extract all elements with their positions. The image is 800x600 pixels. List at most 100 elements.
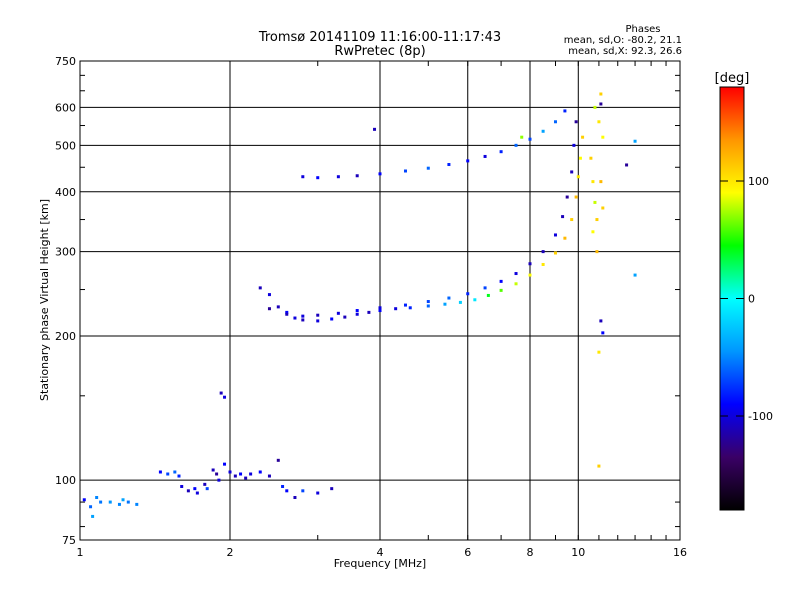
data-point xyxy=(195,491,199,495)
phase-info-o: mean, sd,O: -80.2, 21.1 xyxy=(564,35,682,46)
y-tick-label: 400 xyxy=(55,186,76,199)
data-point xyxy=(258,470,262,474)
data-point xyxy=(483,154,487,158)
data-point xyxy=(301,318,305,322)
data-point xyxy=(228,470,232,474)
data-point xyxy=(589,156,593,160)
data-point xyxy=(426,304,430,308)
data-point xyxy=(447,296,451,300)
data-point xyxy=(473,298,477,302)
data-point xyxy=(499,150,503,154)
data-point xyxy=(426,300,430,304)
data-point xyxy=(158,470,162,474)
data-point xyxy=(135,502,139,506)
data-point xyxy=(499,288,503,292)
data-point xyxy=(514,282,518,286)
data-point xyxy=(599,180,603,184)
data-point xyxy=(458,300,462,304)
data-point xyxy=(486,293,490,297)
data-point xyxy=(126,500,130,504)
y-tick-label: 600 xyxy=(55,101,76,114)
data-point xyxy=(593,200,597,204)
x-tick-label: 8 xyxy=(527,546,534,559)
data-point xyxy=(443,302,447,306)
data-point xyxy=(541,250,545,254)
x-tick-label: 16 xyxy=(673,546,687,559)
data-point xyxy=(267,293,271,297)
data-point xyxy=(316,176,320,180)
data-point xyxy=(99,500,103,504)
data-point xyxy=(514,143,518,147)
data-point xyxy=(499,279,503,283)
data-point xyxy=(599,319,603,323)
data-point xyxy=(108,500,112,504)
x-tick-label: 10 xyxy=(571,546,585,559)
y-axis-label: Stationary phase Virtual Height [km] xyxy=(38,199,51,401)
chart-subtitle: RwPretec (8p) xyxy=(334,44,425,59)
data-point xyxy=(553,233,557,237)
data-point xyxy=(95,495,99,499)
data-point xyxy=(572,143,576,147)
data-point xyxy=(466,292,470,296)
data-point xyxy=(301,314,305,318)
data-point xyxy=(82,498,86,502)
data-point xyxy=(180,484,184,488)
data-point xyxy=(576,175,580,179)
data-point xyxy=(601,206,605,210)
data-point xyxy=(595,218,599,222)
data-point xyxy=(91,514,95,518)
data-point xyxy=(316,313,320,317)
data-point xyxy=(117,502,121,506)
data-point xyxy=(267,307,271,311)
colorbar-label: [deg] xyxy=(715,71,750,86)
data-point xyxy=(570,218,574,222)
data-point xyxy=(336,311,340,315)
data-point xyxy=(394,307,398,311)
data-point xyxy=(574,120,578,124)
data-point xyxy=(563,236,567,240)
data-point xyxy=(553,251,557,255)
data-point xyxy=(553,120,557,124)
data-point xyxy=(483,286,487,290)
data-point xyxy=(211,468,215,472)
colorbar-tick-label: 0 xyxy=(748,293,755,306)
data-point xyxy=(258,286,262,290)
data-point xyxy=(215,472,219,476)
data-point xyxy=(565,195,569,199)
data-point xyxy=(316,319,320,323)
data-point xyxy=(378,309,382,313)
data-point xyxy=(355,312,359,316)
data-point xyxy=(597,120,601,124)
data-point xyxy=(367,310,371,314)
data-points xyxy=(82,92,637,518)
data-point xyxy=(233,474,237,478)
y-tick-label: 100 xyxy=(55,474,76,487)
data-point xyxy=(205,487,209,491)
y-tick-label: 200 xyxy=(55,330,76,343)
data-point xyxy=(219,391,223,395)
chart-title: Tromsø 20141109 11:16:00-11:17:43 xyxy=(258,30,501,45)
data-point xyxy=(426,166,430,170)
data-point xyxy=(601,331,605,335)
data-point xyxy=(514,272,518,276)
data-point xyxy=(193,487,197,491)
data-point xyxy=(330,317,334,321)
data-point xyxy=(285,489,289,493)
colorbar-tick-label: -100 xyxy=(748,410,773,423)
data-point xyxy=(244,476,248,480)
data-point xyxy=(593,105,597,109)
data-point xyxy=(186,489,190,493)
data-point xyxy=(528,273,532,277)
data-point xyxy=(581,135,585,139)
data-point xyxy=(625,163,629,167)
data-point xyxy=(599,102,603,106)
data-point xyxy=(591,180,595,184)
data-point xyxy=(249,472,253,476)
data-point xyxy=(267,474,271,478)
axis-ticks xyxy=(79,61,680,540)
plot-frame xyxy=(79,60,681,541)
data-point xyxy=(378,306,382,310)
data-point xyxy=(203,482,207,486)
data-point xyxy=(599,92,603,96)
